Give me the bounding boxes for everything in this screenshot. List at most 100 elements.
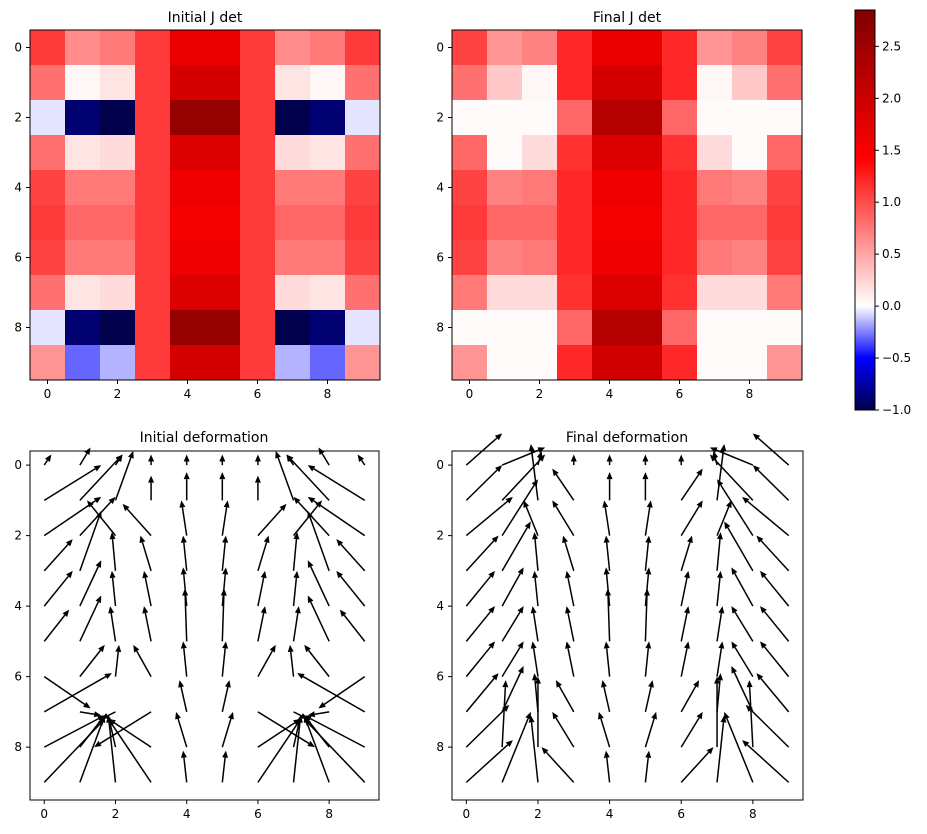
heatmap-cell	[592, 65, 628, 101]
initial-jdet-heatmap	[30, 30, 381, 381]
quiver-arrow	[94, 711, 152, 748]
heatmap-cell	[275, 170, 311, 206]
y-tick-label: 4	[14, 599, 22, 613]
quiver-arrow	[293, 496, 330, 537]
heatmap-cell	[697, 205, 733, 241]
x-tick-label: 4	[606, 387, 614, 401]
heatmap-cell	[240, 170, 276, 206]
heatmap-cell	[345, 65, 381, 101]
heatmap-cell	[135, 65, 171, 101]
y-tick-label: 0	[14, 41, 22, 55]
heatmap-cell	[557, 345, 593, 381]
heatmap-cell	[275, 205, 311, 241]
quiver-arrow	[292, 715, 303, 783]
quiver-arrow	[220, 588, 227, 642]
x-tick-label: 6	[676, 387, 684, 401]
quiver-arrow	[680, 680, 700, 713]
heatmap-cell	[452, 30, 488, 66]
quiver-arrow	[292, 606, 301, 642]
y-tick-label: 6	[14, 670, 22, 684]
quiver-arrow	[760, 606, 790, 642]
heatmap-cell	[135, 100, 171, 136]
heatmap-cell	[240, 100, 276, 136]
quiver-arrow	[742, 496, 790, 537]
heatmap-cell	[627, 345, 663, 381]
quiver-arrow	[142, 570, 152, 607]
heatmap-cell	[487, 135, 523, 171]
heatmap-cell	[100, 310, 136, 346]
quiver-arrow	[530, 606, 539, 642]
heatmap-cell	[487, 205, 523, 241]
x-tick-label: 0	[44, 387, 52, 401]
x-tick-label: 0	[463, 807, 471, 821]
heatmap-cell	[697, 30, 733, 66]
quiver-arrow	[532, 532, 539, 571]
heatmap-cell	[767, 135, 803, 171]
quiver-arrow	[79, 711, 102, 718]
quiver-arrow	[465, 465, 503, 501]
heatmap-cell	[522, 135, 558, 171]
heatmap-cell	[275, 100, 311, 136]
quiver-arrow	[465, 606, 495, 642]
heatmap-cell	[30, 240, 66, 276]
x-tick-label: 2	[114, 387, 122, 401]
heatmap-cell	[65, 240, 101, 276]
heatmap-cell	[135, 30, 171, 66]
quiver-arrow	[760, 641, 790, 678]
quiver-arrow	[109, 532, 117, 571]
heatmap-cell	[452, 170, 488, 206]
heatmap-cell	[205, 345, 241, 381]
heatmap-cell	[522, 275, 558, 311]
quiver-arrow	[716, 570, 723, 607]
heatmap-cell	[767, 345, 803, 381]
heatmap-cell	[65, 310, 101, 346]
x-tick-label: 4	[184, 387, 192, 401]
quiver-arrow	[680, 570, 690, 607]
colorbar-frame	[854, 9, 876, 411]
quiver-arrow	[108, 606, 117, 642]
heatmap-cell	[310, 135, 346, 171]
heatmap-cell	[732, 135, 768, 171]
y-tick-label: 6	[436, 670, 444, 684]
quiver-arrow	[598, 711, 611, 748]
quiver-arrow	[724, 521, 754, 572]
quiver-arrow	[570, 454, 577, 466]
quiver-arrow	[716, 715, 727, 783]
quiver-arrow	[257, 644, 276, 677]
quiver-arrow	[148, 454, 155, 466]
heatmap-cell	[522, 30, 558, 66]
heatmap-cell	[240, 205, 276, 241]
quiver-arrow	[644, 500, 653, 536]
quiver-arrow	[644, 750, 652, 783]
quiver-arrow	[501, 521, 531, 572]
heatmap-cell	[767, 30, 803, 66]
quiver-arrow	[79, 715, 106, 783]
heatmap-cell	[627, 240, 663, 276]
heatmap-cell	[205, 30, 241, 66]
y-tick-label: 4	[436, 599, 444, 613]
heatmap-cell	[487, 310, 523, 346]
colorbar: −1.0 −0.5 0.0 0.5 1.0 1.5 2.0 2.5	[854, 9, 911, 417]
quiver-arrow	[716, 532, 723, 571]
quiver-arrow	[307, 496, 366, 537]
x-tick-label: 8	[749, 807, 757, 821]
initial-jdet-title: Initial J det	[168, 10, 243, 26]
heatmap-cell	[522, 100, 558, 136]
quiver-arrow	[257, 606, 267, 642]
heatmap-cell	[732, 65, 768, 101]
quiver-arrow	[257, 535, 270, 572]
heatmap-cell	[65, 65, 101, 101]
heatmap-cell	[170, 275, 206, 311]
heatmap-cell	[30, 170, 66, 206]
x-tick-label: 6	[254, 807, 262, 821]
y-tick-label: 0	[436, 41, 444, 55]
heatmap-cell	[240, 345, 276, 381]
heatmap-cell	[30, 205, 66, 241]
heatmap-cell	[487, 30, 523, 66]
quiver-arrow	[680, 711, 703, 748]
heatmap-cell	[557, 170, 593, 206]
heatmap-cell	[522, 310, 558, 346]
quiver-arrow	[678, 454, 685, 466]
initial-deformation-frame	[29, 450, 380, 801]
heatmap-cell	[65, 135, 101, 171]
